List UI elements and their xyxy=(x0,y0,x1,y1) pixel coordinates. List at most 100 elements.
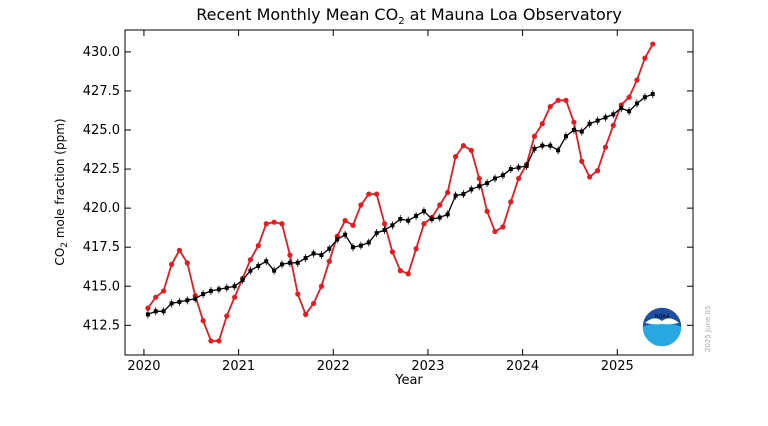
data-point xyxy=(398,217,403,222)
data-point xyxy=(161,309,166,314)
data-point xyxy=(303,256,308,261)
y-axis-label-tail: mole fraction (ppm) xyxy=(53,118,67,242)
x-tick-label: 2021 xyxy=(222,359,255,374)
data-point xyxy=(414,213,419,218)
chart-title-subscript: 2 xyxy=(398,16,404,27)
data-point xyxy=(484,208,490,214)
data-point xyxy=(366,240,371,245)
data-point xyxy=(539,121,545,127)
data-point xyxy=(145,312,150,317)
data-point xyxy=(650,92,655,97)
data-point xyxy=(374,231,379,236)
data-point xyxy=(366,191,372,197)
date-stamp: 2025 June 05 xyxy=(704,306,712,352)
data-point xyxy=(335,237,340,242)
data-point xyxy=(343,232,348,237)
data-point xyxy=(626,94,632,100)
data-point xyxy=(548,143,553,148)
data-point xyxy=(461,192,466,197)
noaa-logo-icon: NOAA xyxy=(641,306,683,348)
data-point xyxy=(563,134,568,139)
data-point xyxy=(350,245,355,250)
y-tick-label: 420.0 xyxy=(83,201,120,216)
data-point xyxy=(531,133,538,139)
y-axis-ticks: 412.5 415.0 417.5 420.0 422.5 425.0 427.5 430.0 xyxy=(83,45,693,333)
data-point xyxy=(413,246,419,252)
plot-frame xyxy=(124,29,694,356)
data-point xyxy=(556,148,561,153)
data-point xyxy=(405,271,411,277)
y-axis-label-subscript: 2 xyxy=(60,242,70,248)
data-point xyxy=(421,209,426,214)
data-point xyxy=(161,288,167,294)
x-tick-label: 2020 xyxy=(127,359,160,374)
x-tick-label: 2024 xyxy=(506,359,539,374)
noaa-logo-text: NOAA xyxy=(655,314,670,320)
data-point xyxy=(295,260,300,265)
data-point xyxy=(563,97,569,103)
data-point xyxy=(382,228,387,232)
data-point xyxy=(602,144,609,150)
data-point xyxy=(287,252,293,258)
data-point xyxy=(279,262,284,267)
data-point xyxy=(603,115,608,120)
data-point xyxy=(555,97,561,103)
data-point xyxy=(327,246,332,251)
y-tick-label: 425.0 xyxy=(83,123,120,138)
y-tick-label: 430.0 xyxy=(83,45,120,60)
series-0 xyxy=(145,41,656,344)
data-point xyxy=(397,268,403,274)
data-point xyxy=(318,283,325,289)
data-point xyxy=(358,202,364,208)
data-point xyxy=(634,101,639,106)
data-point xyxy=(492,228,498,235)
y-axis-label: CO2 mole fraction (ppm) xyxy=(53,118,70,265)
data-point xyxy=(216,338,222,344)
data-point xyxy=(185,298,190,303)
x-axis-label: Year xyxy=(394,373,423,388)
data-point xyxy=(532,146,537,151)
data-point xyxy=(610,122,616,128)
data-point xyxy=(303,311,309,317)
data-point xyxy=(279,221,285,227)
chart-title-tail: at Mauna Loa Observatory xyxy=(405,5,622,24)
data-point xyxy=(271,219,277,225)
series-1 xyxy=(145,90,655,319)
data-point xyxy=(579,129,584,134)
data-point xyxy=(524,163,529,168)
data-point xyxy=(326,258,332,264)
data-point xyxy=(540,143,545,148)
data-point xyxy=(437,202,443,208)
data-point xyxy=(437,215,442,220)
data-point xyxy=(390,223,395,228)
x-tick-label: 2023 xyxy=(411,359,444,374)
data-point xyxy=(358,243,363,248)
data-point xyxy=(634,77,640,83)
data-point xyxy=(208,338,214,344)
data-point xyxy=(232,284,237,289)
data-point xyxy=(176,247,183,253)
data-point xyxy=(256,263,261,268)
data-point xyxy=(611,112,616,117)
data-point xyxy=(177,299,182,304)
data-point xyxy=(168,261,175,267)
data-point xyxy=(594,168,601,174)
data-point xyxy=(208,288,213,293)
chart-title: Recent Monthly Mean CO2 at Mauna Loa Obs… xyxy=(196,5,622,27)
data-point xyxy=(445,189,451,196)
data-point xyxy=(571,119,577,125)
data-point xyxy=(193,296,198,301)
data-point xyxy=(650,41,656,47)
data-point xyxy=(381,221,388,227)
data-point xyxy=(248,268,253,273)
data-point xyxy=(350,222,356,228)
y-tick-label: 412.5 xyxy=(83,318,120,333)
data-point xyxy=(516,165,521,170)
data-point xyxy=(264,259,269,264)
data-point xyxy=(145,305,151,311)
y-tick-label: 417.5 xyxy=(83,240,120,255)
data-point xyxy=(224,313,230,319)
x-tick-label: 2022 xyxy=(317,359,350,374)
data-point xyxy=(247,257,254,263)
